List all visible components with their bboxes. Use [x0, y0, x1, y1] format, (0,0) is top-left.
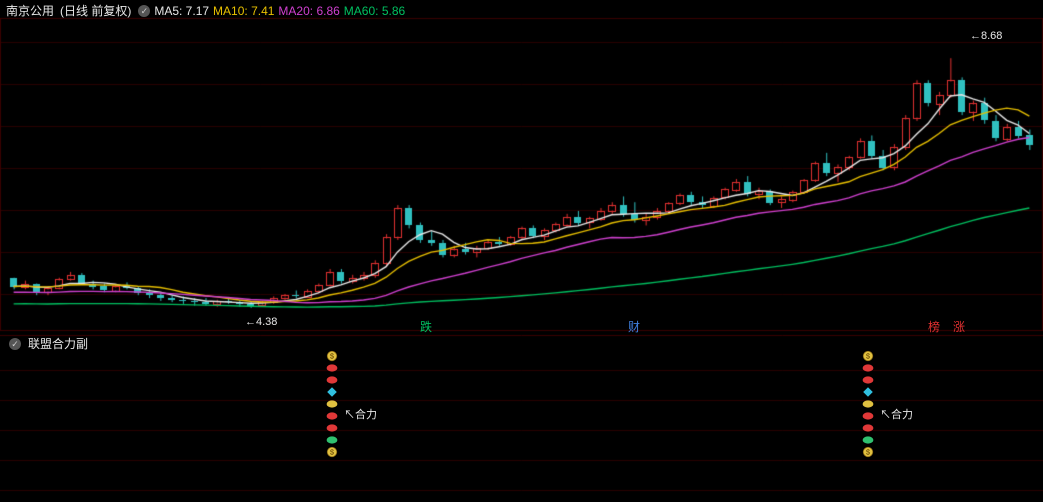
sub-indicator-label: 联盟合力副: [28, 335, 88, 352]
svg-text:$: $: [866, 447, 870, 456]
sub-settings-dot-icon[interactable]: ✓: [9, 338, 21, 350]
heli-label: ↖合力: [344, 406, 377, 422]
svg-text:$: $: [330, 447, 334, 456]
ma5-label: MA5: 7.17: [154, 4, 209, 18]
stock-chart-canvas[interactable]: [0, 0, 1043, 502]
low-price-annotation: ←4.38: [245, 316, 277, 328]
axis-marker: 跌: [420, 318, 432, 335]
axis-marker: 财: [628, 318, 640, 335]
heli-totem: $$: [326, 350, 338, 458]
sub-indicator-header: ✓ 联盟合力副: [6, 335, 88, 352]
ma20-label: MA20: 6.86: [278, 4, 339, 18]
ma10-label: MA10: 7.41: [213, 4, 274, 18]
high-price-annotation: ←8.68: [970, 30, 1002, 42]
chart-subtitle: (日线 前复权): [60, 2, 131, 19]
stock-name: 南京公用: [6, 2, 54, 19]
axis-marker: 涨: [953, 318, 965, 335]
svg-text:$: $: [330, 351, 334, 360]
heli-totem: $$: [862, 350, 874, 458]
ma60-label: MA60: 5.86: [344, 4, 405, 18]
chart-header: 南京公用 (日线 前复权) ✓ MA5: 7.17 MA10: 7.41 MA2…: [6, 2, 407, 19]
svg-text:$: $: [866, 351, 870, 360]
heli-label: ↖合力: [880, 406, 913, 422]
axis-marker: 榜: [928, 318, 940, 335]
settings-dot-icon[interactable]: ✓: [138, 5, 150, 17]
